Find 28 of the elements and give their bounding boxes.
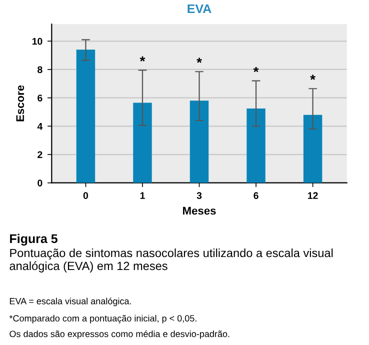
- y-axis-title: Escore: [16, 85, 24, 122]
- y-tick-label: 0: [38, 180, 42, 186]
- y-tick-label: 8: [38, 66, 42, 74]
- x-tick-label: 1: [140, 192, 145, 199]
- data-label: *: [310, 74, 316, 80]
- text: Os dados são expressos como média e desvio-padrão.: [10, 330, 230, 339]
- text: Pontuação de sintomas nasocolares utilizando a escala visual analógica (EVA) em 12 meses: [10, 248, 333, 272]
- bar: [76, 50, 96, 183]
- x-tick-label: 0: [83, 192, 88, 200]
- bar: [303, 114, 322, 183]
- data-label: *: [140, 56, 146, 62]
- text: Figura 5: [10, 234, 58, 246]
- text: *Comparado com a pontuação inicial, p < 0,05.: [9, 314, 196, 324]
- y-tick-label: 4: [37, 123, 43, 130]
- data-label: *: [253, 66, 259, 72]
- data-label: *: [196, 58, 202, 63]
- text: EVA = escala visual analógica.: [10, 298, 131, 306]
- bar: [133, 102, 152, 183]
- y-tick-label: 6: [38, 94, 42, 102]
- x-tick-label: 6: [254, 192, 258, 200]
- x-tick-label: 12: [308, 192, 318, 199]
- chart-title: EVA: [188, 4, 212, 14]
- bar: [246, 108, 266, 183]
- bar: [190, 100, 209, 183]
- y-tick-label: 10: [32, 38, 42, 45]
- y-tick-label: 2: [38, 151, 42, 158]
- x-tick-label: 3: [196, 192, 202, 200]
- x-axis-title: Meses: [183, 206, 216, 215]
